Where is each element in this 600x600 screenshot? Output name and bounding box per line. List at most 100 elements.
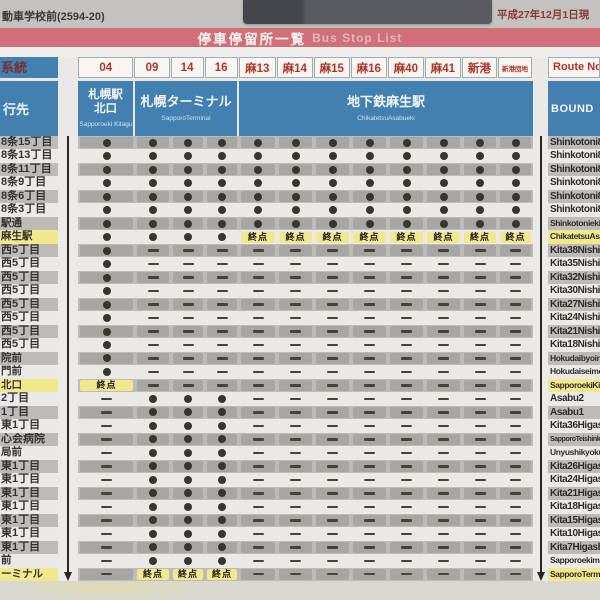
no-service-dash <box>510 316 521 320</box>
route-service-cell <box>351 379 388 392</box>
cell-box <box>427 501 460 512</box>
no-service-dash <box>474 478 486 482</box>
photo-top-strip: 動車学校前(2594-20) 平成27年12月1日現 <box>0 0 600 28</box>
no-service-dash <box>364 384 375 387</box>
route-service-cell <box>171 514 205 527</box>
cell-box <box>464 474 496 485</box>
route-service-cell <box>135 514 171 527</box>
cell-box <box>241 191 275 203</box>
no-service-dash <box>327 343 338 347</box>
cell-box <box>173 259 203 270</box>
route-service-cell <box>314 446 351 459</box>
no-service-dash <box>474 451 486 455</box>
no-service-dash <box>182 262 194 266</box>
no-service-dash <box>252 505 264 509</box>
no-service-dash <box>401 451 412 455</box>
route-service-cell <box>239 352 277 365</box>
cell-box <box>390 514 423 526</box>
route-service-cell <box>135 217 171 230</box>
no-service-dash <box>364 330 375 333</box>
route-service-cell <box>462 163 498 176</box>
route-service-cell <box>78 460 135 473</box>
no-service-dash <box>290 546 301 549</box>
cell-box <box>316 528 349 539</box>
no-service-dash <box>401 262 412 266</box>
route-service-cell <box>239 311 277 324</box>
stop-name-en: Kita18Higashi1 <box>550 501 600 513</box>
service-dot <box>511 152 520 161</box>
cell-box <box>427 420 460 431</box>
no-service-dash <box>510 478 521 482</box>
cell-box <box>137 164 169 176</box>
route-service-cell <box>205 136 239 149</box>
no-service-dash <box>290 289 301 293</box>
route-service-cell <box>425 163 462 176</box>
route-service-cell <box>205 419 239 432</box>
cell-box <box>279 514 312 526</box>
cell-box <box>279 326 312 338</box>
route-service-cell <box>498 365 533 378</box>
cell-box <box>137 447 169 458</box>
stop-name-jp: 東1丁目 <box>1 513 41 526</box>
route-service-cell <box>388 203 425 216</box>
no-service-dash <box>216 289 228 293</box>
cell-box <box>207 137 237 149</box>
cell-box <box>353 393 386 404</box>
cell-box <box>390 460 423 472</box>
route-service-cell <box>277 271 314 284</box>
route-service-cell <box>135 527 171 540</box>
no-service-dash <box>364 316 375 320</box>
destination-name-en: ChikatetsuAsabueki <box>357 114 415 122</box>
cell-box <box>80 420 133 431</box>
route-service-cell <box>239 554 277 567</box>
service-dot <box>184 192 192 201</box>
cell-box <box>353 340 386 351</box>
service-dot <box>102 273 111 282</box>
service-dot <box>439 219 448 228</box>
no-service-dash <box>252 262 264 266</box>
cell-box <box>241 487 275 499</box>
cell-box <box>390 352 423 364</box>
route-service-cell <box>78 473 135 486</box>
cell-box <box>427 326 460 338</box>
cell-box <box>207 433 237 445</box>
no-service-dash <box>510 411 521 414</box>
route-service-cell <box>314 487 351 500</box>
cell-box <box>279 568 312 580</box>
route-service-cell <box>351 433 388 446</box>
cell-box <box>464 205 496 216</box>
cell-box <box>464 326 496 338</box>
route-service-cell <box>135 257 171 270</box>
route-service-cell <box>314 217 351 230</box>
route-service-cell <box>239 392 277 405</box>
route-service-cell <box>462 392 498 405</box>
terminus-badge: 終点 <box>464 231 496 243</box>
cell-box <box>500 541 531 553</box>
no-service-dash <box>474 249 486 252</box>
no-service-dash <box>510 249 521 252</box>
route-service-cell <box>462 136 498 149</box>
service-dot <box>511 165 520 174</box>
service-dot <box>149 435 157 444</box>
route-service-cell <box>135 554 171 567</box>
route-service-cell <box>171 284 205 297</box>
cell-box <box>353 420 386 431</box>
route-service-cell <box>239 271 277 284</box>
cell-box <box>207 259 237 270</box>
route-service-cell <box>135 176 171 189</box>
route-service-cell <box>462 446 498 459</box>
no-service-dash <box>364 276 375 279</box>
route-service-cell <box>498 460 533 473</box>
cell-box <box>390 487 423 499</box>
no-service-dash <box>327 519 338 522</box>
route-service-cell <box>462 527 498 540</box>
service-dot <box>184 502 192 511</box>
service-dot <box>184 394 192 403</box>
route-service-cell <box>351 419 388 432</box>
route-service-cell <box>314 433 351 446</box>
cell-box <box>500 366 531 377</box>
route-service-cell <box>78 554 135 567</box>
route-service-cell <box>78 352 135 365</box>
no-service-dash <box>401 384 412 387</box>
route-service-cell <box>205 392 239 405</box>
